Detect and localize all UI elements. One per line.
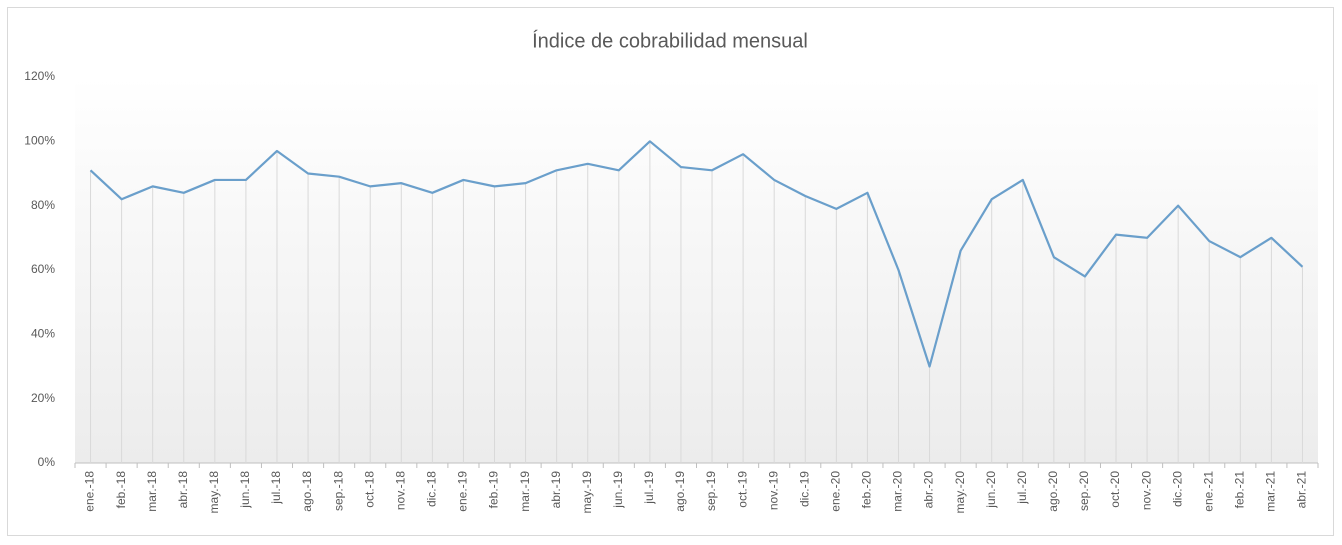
x-tick-label: abr.-21 [1295,471,1309,509]
x-tick-label: feb.-19 [487,471,501,509]
chart-title: Índice de cobrabilidad mensual [532,29,808,52]
x-tick-label: sep.-18 [331,471,345,511]
x-tick-label: nov.-18 [393,471,407,510]
x-tick-label: mar.-19 [518,471,532,512]
x-tick-label: may.-20 [953,471,967,514]
y-tick-label: 40% [31,327,55,341]
x-tick-label: abr.-19 [549,471,563,509]
x-tick-label: may.-19 [580,471,594,514]
x-tick-label: jun.-19 [611,471,625,509]
x-tick-label: nov.-20 [1139,471,1153,510]
x-tick-label: oct.-18 [362,471,376,508]
y-tick-label: 60% [31,262,55,276]
x-tick-label: ene.-21 [1201,471,1215,512]
x-tick-label: ene.-18 [83,471,97,512]
x-tick-label: jul.-20 [1015,471,1029,505]
x-tick-label: abr.-20 [922,471,936,509]
x-tick-label: mar.-20 [891,471,905,512]
x-tick-label: dic.-19 [797,471,811,507]
x-tick-label: feb.-20 [860,471,874,509]
x-tick-label: ene.-19 [456,471,470,512]
line-series [89,140,1304,368]
x-tick-label: jul.-18 [269,471,283,505]
x-tick-label: dic.-20 [1170,471,1184,507]
x-tick-label: ago.-19 [673,471,687,512]
x-tick-label: ene.-20 [829,471,843,512]
x-tick-label: sep.-19 [704,471,718,511]
x-tick-label: oct.-19 [735,471,749,508]
x-tick-label: feb.-21 [1232,471,1246,509]
x-tick-label: jun.-20 [984,471,998,509]
y-tick-label: 120% [24,69,55,83]
x-tick-label: jun.-18 [238,471,252,509]
x-tick-label: nov.-19 [766,471,780,510]
y-tick-label: 20% [31,391,55,405]
y-tick-label: 0% [38,455,56,469]
x-tick-label: oct.-20 [1108,471,1122,508]
x-tick-label: ago.-18 [300,471,314,512]
x-tick-label: mar.-18 [145,471,159,512]
x-tick-label: ago.-20 [1046,471,1060,512]
x-tick-label: sep.-20 [1077,471,1091,511]
x-tick-label: may.-18 [207,471,221,514]
x-tick-label: feb.-18 [114,471,128,509]
x-tick-label: abr.-18 [176,471,190,509]
y-tick-label: 80% [31,198,55,212]
x-tick-label: dic.-18 [425,471,439,507]
plot-area [75,77,1318,463]
x-tick-label: jul.-19 [642,471,656,505]
y-tick-label: 100% [24,134,55,148]
x-tick-label: mar.-21 [1264,471,1278,512]
